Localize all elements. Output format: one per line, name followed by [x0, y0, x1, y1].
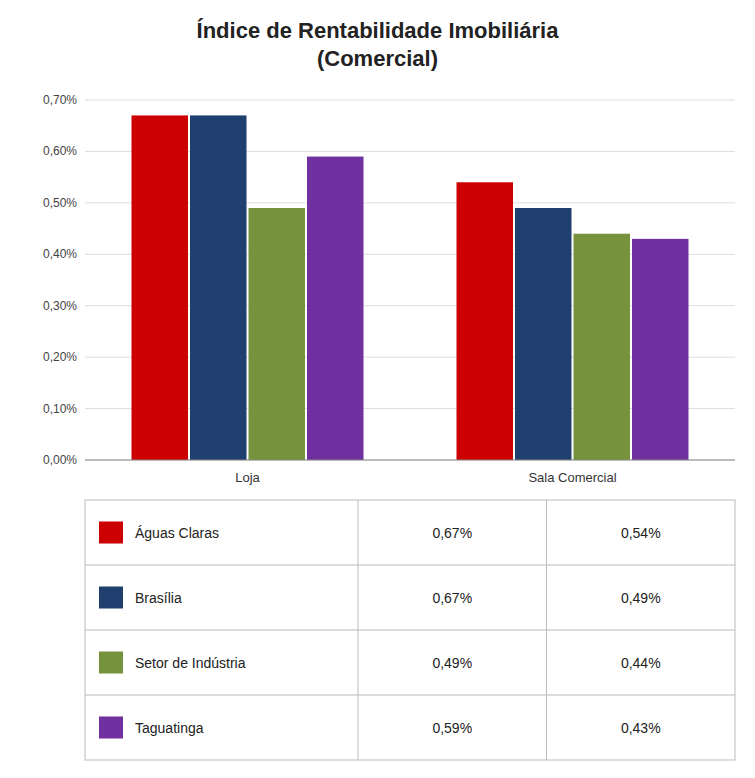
- chart: Índice de Rentabilidade Imobiliária(Come…: [0, 0, 755, 778]
- table-value: 0,49%: [621, 590, 661, 606]
- bar: [457, 182, 514, 460]
- table-value: 0,59%: [432, 720, 472, 736]
- table-value: 0,44%: [621, 655, 661, 671]
- bars: [132, 115, 689, 460]
- y-tick-label: 0,00%: [43, 453, 77, 467]
- y-tick-label: 0,10%: [43, 402, 77, 416]
- y-tick-label: 0,60%: [43, 144, 77, 158]
- table-divider: [85, 565, 735, 566]
- bar: [132, 115, 189, 460]
- y-tick-label: 0,70%: [43, 93, 77, 107]
- y-tick-label: 0,50%: [43, 196, 77, 210]
- x-axis: [85, 460, 735, 461]
- grid-line: [85, 100, 735, 101]
- table-value: 0,43%: [621, 720, 661, 736]
- bar: [249, 208, 306, 460]
- swatch: [99, 522, 123, 544]
- x-tick-label: Sala Comercial: [528, 470, 616, 485]
- x-tick-label: Loja: [235, 470, 260, 485]
- table-value: 0,67%: [432, 525, 472, 541]
- y-tick-label: 0,30%: [43, 299, 77, 313]
- table-divider: [85, 695, 735, 696]
- table-value: 0,67%: [432, 590, 472, 606]
- bar: [515, 208, 572, 460]
- table-value: 0,54%: [621, 525, 661, 541]
- series-label: Taguatinga: [135, 720, 204, 736]
- bar: [190, 115, 247, 460]
- swatch: [99, 717, 123, 739]
- bar: [307, 157, 364, 460]
- grid: [85, 100, 735, 460]
- y-tick-label: 0,20%: [43, 350, 77, 364]
- series-label: Águas Claras: [135, 525, 219, 541]
- series-label: Setor de Indústria: [135, 655, 246, 671]
- title: Índice de Rentabilidade Imobiliária(Come…: [197, 18, 560, 71]
- table-value: 0,49%: [432, 655, 472, 671]
- table-border: [85, 500, 735, 760]
- y-tick-label: 0,40%: [43, 247, 77, 261]
- table-divider: [85, 630, 735, 631]
- bar: [574, 234, 631, 460]
- swatch: [99, 587, 123, 609]
- bar: [632, 239, 689, 460]
- swatch: [99, 652, 123, 674]
- table: Águas Claras 0,67% 0,54% Brasília 0,67% 0,49%…: [85, 500, 735, 760]
- grid-line: [85, 460, 735, 461]
- series-label: Brasília: [135, 590, 182, 606]
